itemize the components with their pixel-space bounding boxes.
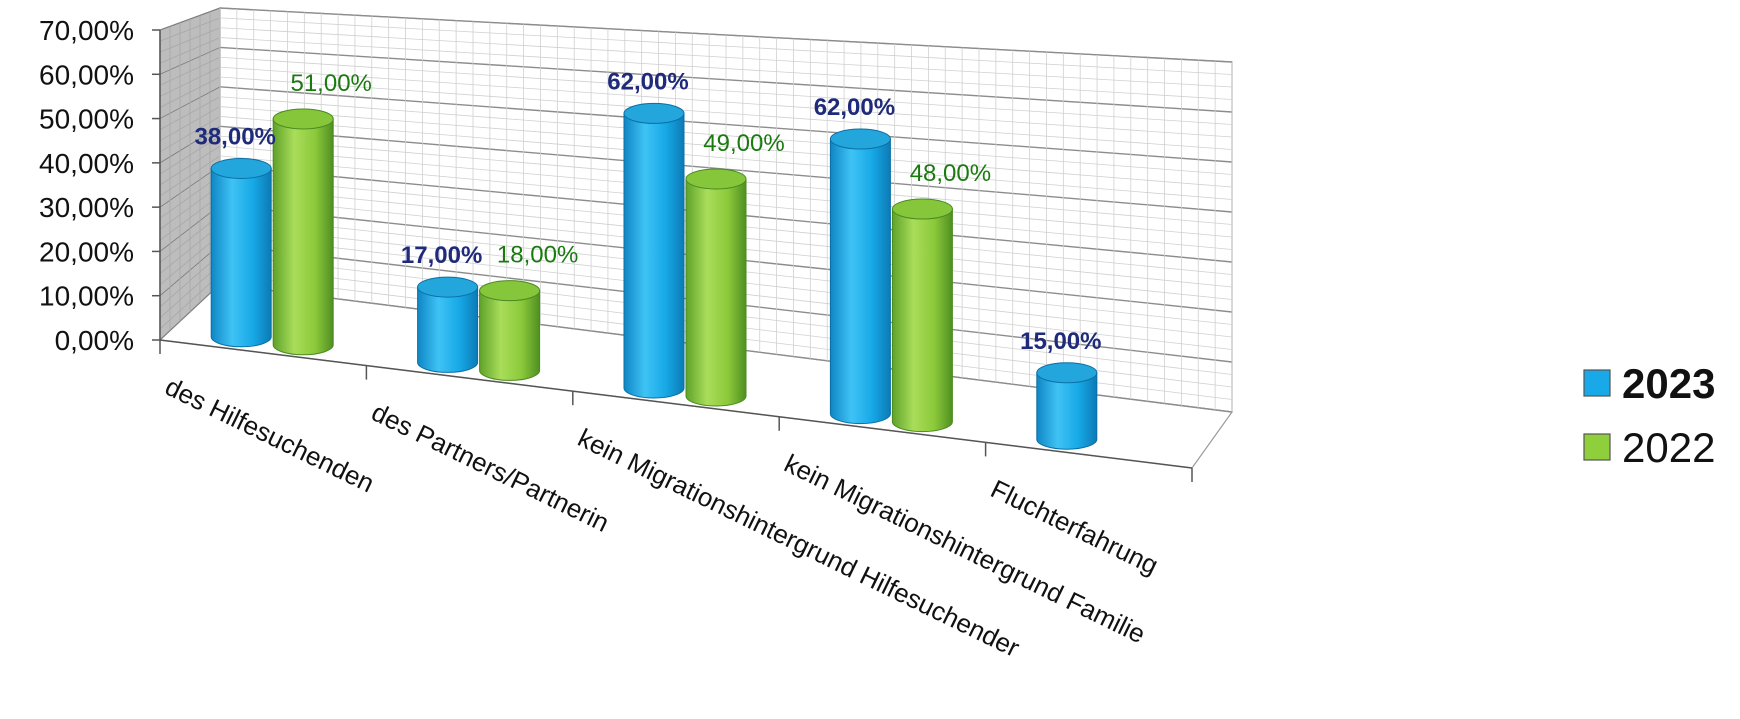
- cylinder-body: [623, 112, 685, 399]
- cylinder-top: [479, 280, 541, 302]
- legend-label: 2022: [1622, 424, 1715, 471]
- bar-2022-0: [272, 108, 334, 356]
- cylinder-top: [685, 168, 747, 190]
- y-tick-label: 70,00%: [39, 15, 134, 46]
- data-label: 15,00%: [1020, 328, 1101, 355]
- bar-2022-2: [685, 168, 747, 407]
- y-tick-label: 40,00%: [39, 148, 134, 179]
- cylinder-top: [829, 128, 891, 150]
- cylinder-top: [272, 108, 334, 130]
- bar-2023-0: [210, 158, 272, 348]
- cylinder-top: [1036, 362, 1098, 384]
- bar-2023-2: [623, 102, 685, 399]
- data-label: 18,00%: [497, 242, 578, 269]
- cylinder-body: [479, 290, 541, 381]
- y-axis: 0,00% 10,00% 20,00% 30,00% 40,00% 50,00% 60,00…: [39, 15, 161, 356]
- y-tick-label: 30,00%: [39, 192, 134, 223]
- y-tick-label: 60,00%: [39, 59, 134, 90]
- cylinder-body: [685, 178, 747, 407]
- y-tick-label: 0,00%: [55, 325, 134, 356]
- data-label: 62,00%: [814, 94, 895, 121]
- y-tick-label: 50,00%: [39, 104, 134, 135]
- x-axis-line: [159, 339, 1193, 469]
- data-label: 17,00%: [401, 242, 482, 269]
- data-label: 49,00%: [703, 130, 784, 157]
- bar-2023-3: [829, 128, 891, 425]
- bar-2022-3: [891, 198, 953, 433]
- bar-2022-1: [479, 280, 541, 381]
- legend-label: 2023: [1622, 360, 1715, 407]
- data-label: 51,00%: [290, 70, 371, 97]
- cylinder-top: [210, 158, 272, 180]
- y-tick-label: 20,00%: [39, 236, 134, 267]
- data-label: 38,00%: [194, 124, 275, 151]
- legend-swatch: [1583, 369, 1611, 397]
- cylinder-body: [417, 286, 479, 373]
- cylinder-top: [891, 198, 953, 220]
- cylinder-body: [1036, 372, 1098, 450]
- cylinder-top: [417, 276, 479, 298]
- x-tick-label: des Hilfesuchenden: [161, 371, 379, 498]
- data-label: 62,00%: [607, 68, 688, 95]
- data-labels: 38,00% 17,00% 62,00% 62,00% 15,00% 51,00% 18,0…: [194, 68, 1101, 354]
- cylinder-body: [210, 168, 272, 348]
- cylinder-body: [829, 138, 891, 425]
- cylinder-body: [891, 208, 953, 433]
- y-tick-label: 10,00%: [39, 281, 134, 312]
- bars: [210, 102, 1098, 450]
- x-tick-label: des Partners/Partnerin: [367, 397, 614, 538]
- bar-2023-4: [1036, 362, 1098, 450]
- bar-2023-1: [417, 276, 479, 373]
- legend: 2023 2022: [1583, 360, 1715, 471]
- legend-swatch: [1583, 433, 1611, 461]
- data-label: 48,00%: [910, 160, 991, 187]
- cylinder-top: [623, 102, 685, 124]
- cylinder-body: [272, 118, 334, 356]
